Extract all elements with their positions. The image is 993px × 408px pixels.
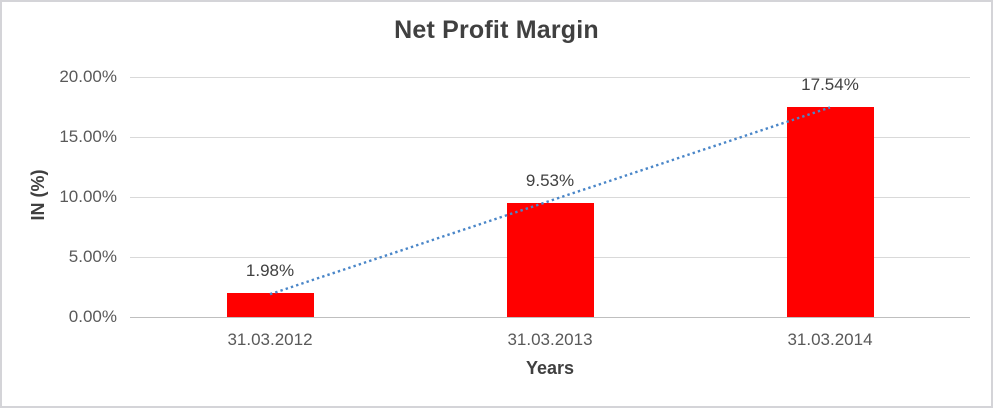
data-label: 17.54% [801,74,859,94]
x-axis-title: Years [525,358,575,378]
y-tick-label: 20.00% [59,67,117,86]
bar-31.03.2013 [506,202,594,317]
y-tick-label: 15.00% [59,127,117,146]
x-tick-label: 31.03.2014 [787,330,873,349]
x-tick-label: 31.03.2012 [227,330,313,349]
data-label: 9.53% [525,170,575,190]
y-tick-label: 0.00% [68,307,117,326]
y-tick-label: 5.00% [68,247,117,266]
chart-title: Net Profit Margin [394,16,599,44]
bar-31.03.2012 [226,293,314,317]
data-label: 1.98% [245,261,295,281]
gridline [130,77,970,78]
y-tick-label: 10.00% [59,187,117,206]
x-tick-label: 31.03.2013 [507,330,593,349]
x-axis-line [130,317,970,318]
bar-31.03.2014 [786,106,874,317]
